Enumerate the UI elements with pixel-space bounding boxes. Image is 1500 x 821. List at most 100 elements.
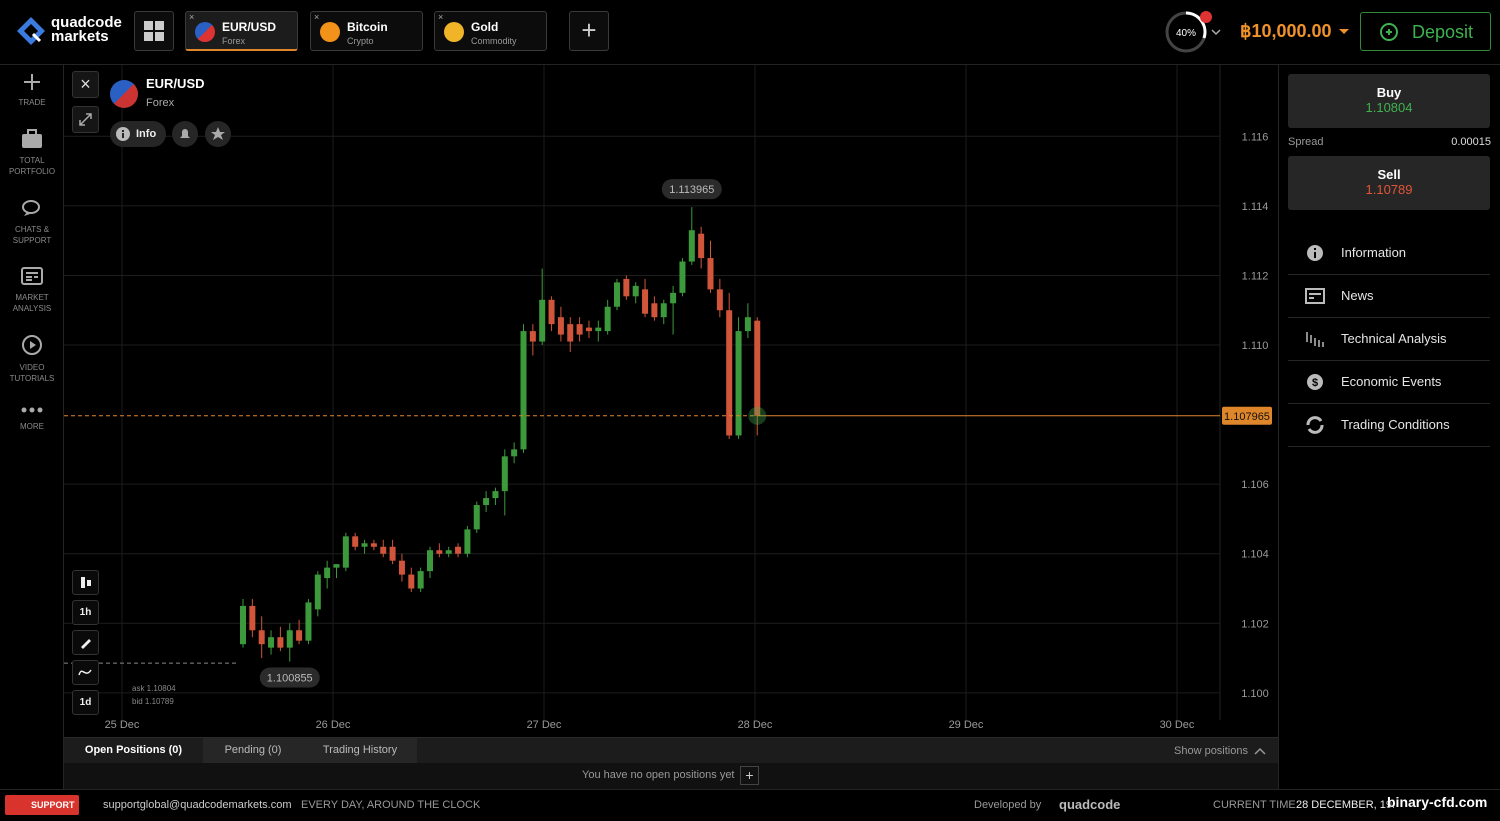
add-tab[interactable]: + bbox=[569, 11, 609, 51]
icon bbox=[81, 577, 91, 588]
tab-sub: Forex bbox=[222, 36, 246, 46]
tab[interactable]: Pending (0) bbox=[203, 738, 303, 763]
time-label: CURRENT TIME: bbox=[1213, 799, 1299, 811]
support-button[interactable]: SUPPORT bbox=[5, 795, 79, 815]
balance[interactable]: ฿10,000.00 bbox=[1240, 21, 1332, 41]
sidebar-item[interactable]: MARKET ANALYSIS bbox=[0, 266, 64, 314]
candle-body bbox=[324, 567, 331, 579]
progress: 40% bbox=[1165, 11, 1221, 53]
candle-body bbox=[436, 550, 443, 554]
indicator-tool[interactable] bbox=[72, 660, 99, 685]
tab[interactable]: Open Positions (0) bbox=[64, 738, 203, 763]
y-tick-label: 1.114 bbox=[1242, 201, 1269, 213]
deposit-button[interactable]: Deposit bbox=[1360, 12, 1491, 51]
sell-button[interactable]: Sell 1.10789 bbox=[1288, 156, 1490, 210]
grid-icon bbox=[144, 21, 164, 41]
candle-body bbox=[277, 637, 284, 648]
logo-text: quadcode markets bbox=[51, 15, 122, 44]
show-positions[interactable]: Show positions bbox=[1174, 745, 1248, 757]
sidebar-item[interactable]: VIDEO TUTORIALS bbox=[0, 334, 64, 384]
asset-tab[interactable]: × EUR/USD Forex bbox=[185, 11, 298, 51]
progress-text: 40% bbox=[1176, 28, 1196, 39]
candle-body bbox=[688, 230, 695, 262]
menu-item[interactable]: Information bbox=[1288, 232, 1490, 275]
icon bbox=[21, 267, 43, 285]
tab-name: Bitcoin bbox=[347, 20, 388, 34]
sidebar-item[interactable]: CHATS & SUPPORT bbox=[0, 198, 64, 246]
menu-label: Information bbox=[1341, 245, 1407, 260]
deposit-label: Deposit bbox=[1412, 22, 1474, 42]
info-button[interactable]: Info bbox=[110, 121, 166, 147]
candle-body bbox=[464, 529, 471, 554]
candle-body bbox=[642, 289, 649, 314]
high-label-box bbox=[661, 179, 722, 200]
sidebar-item[interactable]: TOTAL PORTFOLIO bbox=[0, 129, 64, 177]
menu-item[interactable]: Technical Analysis bbox=[1288, 318, 1490, 361]
candle-body bbox=[567, 324, 574, 342]
candle-body bbox=[539, 299, 546, 342]
sell-price: 1.10789 bbox=[1365, 182, 1413, 197]
candle-body bbox=[398, 560, 405, 575]
buy-label: Buy bbox=[1376, 85, 1402, 100]
spread-label: Spread bbox=[1288, 136, 1324, 148]
tab-name: Gold bbox=[471, 20, 499, 34]
candle-body bbox=[370, 543, 377, 547]
gold-icon bbox=[444, 22, 464, 42]
tab[interactable]: Trading History bbox=[303, 738, 417, 763]
current-price-label: 1.107965 bbox=[1224, 411, 1270, 423]
menu-item[interactable]: Trading Conditions bbox=[1288, 404, 1490, 447]
asset-tab[interactable]: × Bitcoin Crypto bbox=[310, 11, 423, 51]
icon bbox=[1306, 416, 1324, 434]
favorite-button[interactable] bbox=[205, 121, 231, 147]
grid-button[interactable] bbox=[134, 11, 174, 51]
current-price-box bbox=[1222, 406, 1272, 425]
candle-body bbox=[707, 258, 714, 290]
candle-body bbox=[670, 292, 677, 304]
sidebar-label: TOTAL PORTFOLIO bbox=[8, 156, 56, 176]
x-tick-label: 30 Dec bbox=[1160, 719, 1195, 731]
candle-body bbox=[511, 449, 518, 457]
ask-text: ask 1.10804 bbox=[132, 684, 176, 693]
menu-item[interactable]: News bbox=[1288, 275, 1490, 318]
candle-body bbox=[660, 303, 667, 318]
asset-tab[interactable]: × Gold Commodity bbox=[434, 11, 547, 51]
brand: quadcode bbox=[1059, 797, 1121, 812]
icon bbox=[21, 407, 43, 413]
y-tick-label: 1.102 bbox=[1241, 618, 1269, 630]
menu-item[interactable]: $ Economic Events bbox=[1288, 361, 1490, 404]
candle-body bbox=[492, 491, 499, 499]
menu-label: Technical Analysis bbox=[1341, 331, 1447, 346]
alert-button[interactable] bbox=[172, 121, 198, 147]
candle-body bbox=[473, 505, 480, 530]
sidebar-item[interactable]: MORE bbox=[0, 405, 64, 432]
icon bbox=[116, 127, 130, 141]
chart-type-tool[interactable] bbox=[72, 570, 99, 595]
positions-panel: Open Positions (0) Pending (0) Trading H… bbox=[64, 737, 1278, 789]
x-tick-label: 25 Dec bbox=[105, 719, 140, 731]
x-tick-label: 28 Dec bbox=[738, 719, 773, 731]
x-tick-label: 26 Dec bbox=[316, 719, 351, 731]
add-position[interactable]: + bbox=[740, 766, 759, 785]
candle-body bbox=[380, 546, 387, 554]
sidebar-label: MARKET ANALYSIS bbox=[12, 293, 52, 313]
spread-value: 0.00015 bbox=[1451, 136, 1491, 148]
sidebar-item[interactable]: TRADE bbox=[0, 73, 64, 108]
close-chart[interactable]: × bbox=[72, 71, 99, 98]
buy-price: 1.10804 bbox=[1365, 100, 1413, 115]
draw-tool[interactable] bbox=[72, 630, 99, 655]
close-x: × bbox=[438, 12, 444, 22]
candle-body bbox=[258, 630, 265, 645]
candle-body bbox=[623, 278, 630, 297]
candle-body bbox=[455, 546, 462, 554]
current-glow bbox=[748, 406, 767, 425]
period-tool[interactable]: 1d bbox=[72, 690, 99, 715]
candle-body bbox=[483, 498, 490, 506]
icon: $ bbox=[1307, 374, 1323, 390]
candle-body bbox=[342, 536, 349, 568]
collapse-chart[interactable] bbox=[72, 106, 99, 133]
timeframe-tool[interactable]: 1h bbox=[72, 600, 99, 625]
buy-button[interactable]: Buy 1.10804 bbox=[1288, 74, 1490, 128]
bid-text: bid 1.10789 bbox=[132, 697, 174, 706]
candle-body bbox=[445, 550, 452, 554]
